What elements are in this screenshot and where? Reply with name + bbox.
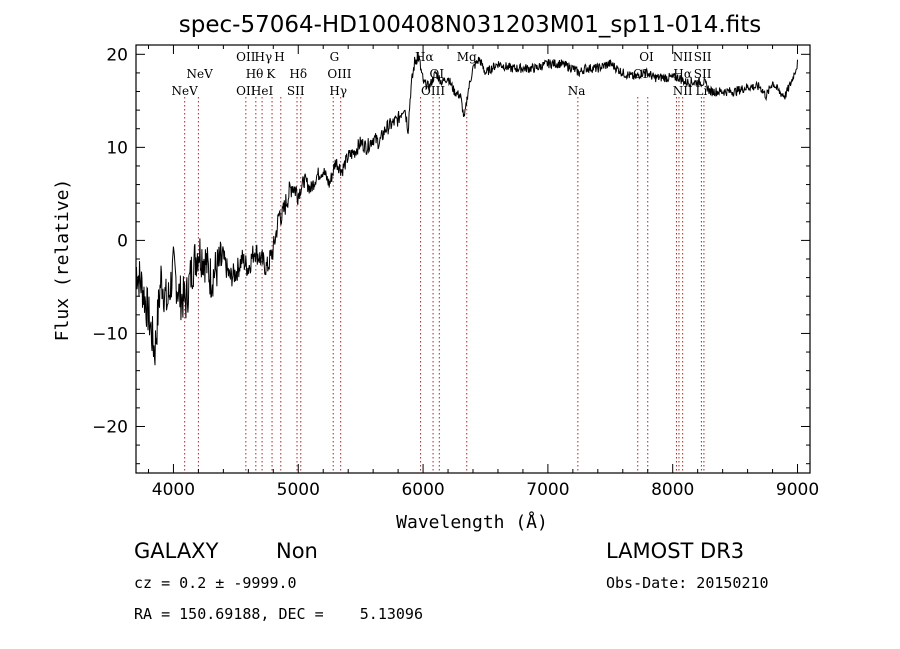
line-label-bottom_row: NII (673, 84, 693, 98)
line-label-bottom_row: NeV (172, 84, 199, 98)
spectrum-line (135, 51, 798, 366)
chart-title: spec-57064-HD100408N031203M01_sp11-014.f… (179, 12, 761, 38)
line-label-mid_row: OI (430, 67, 445, 81)
line-label-mid_row: OIII (327, 67, 351, 81)
spectrum-series (135, 51, 798, 366)
line-label-mid_row: Hθ (246, 67, 264, 81)
line-label-bottom_row: Li (696, 84, 708, 98)
line-label-mid_row: K (266, 67, 276, 81)
line-label-bottom_row: HeI (251, 84, 274, 98)
line-label-bottom_row: Na (568, 84, 586, 98)
line-label-mid_row: SII (694, 67, 712, 81)
line-label-top_row: SII (694, 50, 712, 64)
line-label-bottom_row: OIII (421, 84, 445, 98)
y-tick-label: 0 (117, 231, 128, 251)
survey-name: LAMOST DR3 (606, 539, 744, 563)
line-label-top_row: Mg (457, 50, 477, 64)
y-axis-label: Flux (relative) (52, 179, 73, 342)
line-label-mid_row: Hδ (289, 67, 307, 81)
line-label-mid_row: OI (633, 67, 648, 81)
line-label-top_row: Hγ (254, 50, 272, 64)
line-label-mid_row: NeV (187, 67, 214, 81)
x-tick-label: 9000 (776, 480, 819, 500)
x-tick-label: 4000 (152, 480, 195, 500)
x-tick-label: 8000 (651, 480, 694, 500)
x-tick-label: 6000 (401, 480, 444, 500)
emission-line-markers (184, 97, 705, 473)
y-tick-label: 10 (106, 138, 128, 158)
redshift-line: cz = 0.2 ± -9999.0 (134, 574, 297, 592)
line-label-bottom_row: Hγ (329, 84, 347, 98)
line-label-mid_row: Hα (673, 67, 692, 81)
ra-dec-line: RA = 150.69188, DEC = 5.13096 (134, 605, 423, 623)
axis-ticks: 4000 5000 6000 7000 8000 9000 −20 −10 0 10 20 (92, 45, 819, 500)
x-tick-label: 5000 (277, 480, 320, 500)
line-label-top_row: OI (639, 50, 654, 64)
obs-date: Obs-Date: 20150210 (606, 574, 769, 592)
line-label-top_row: H (274, 50, 284, 64)
x-axis-label: Wavelength (Å) (396, 511, 548, 533)
plot-frame (135, 44, 811, 474)
line-label-bottom_row: SII (287, 84, 305, 98)
x-tick-label: 7000 (526, 480, 569, 500)
line-label-top_row: Hα (415, 50, 434, 64)
object-subclass: Non (276, 539, 318, 563)
line-label-top_row: G (330, 50, 340, 64)
line-label-bottom_row: OII (236, 84, 256, 98)
y-tick-label: −20 (92, 417, 128, 437)
object-class: GALAXY (134, 539, 219, 563)
y-tick-label: −10 (92, 324, 128, 344)
line-label-top_row: NII (673, 50, 693, 64)
line-label-top_row: OII (236, 50, 256, 64)
y-tick-label: 20 (106, 45, 128, 65)
